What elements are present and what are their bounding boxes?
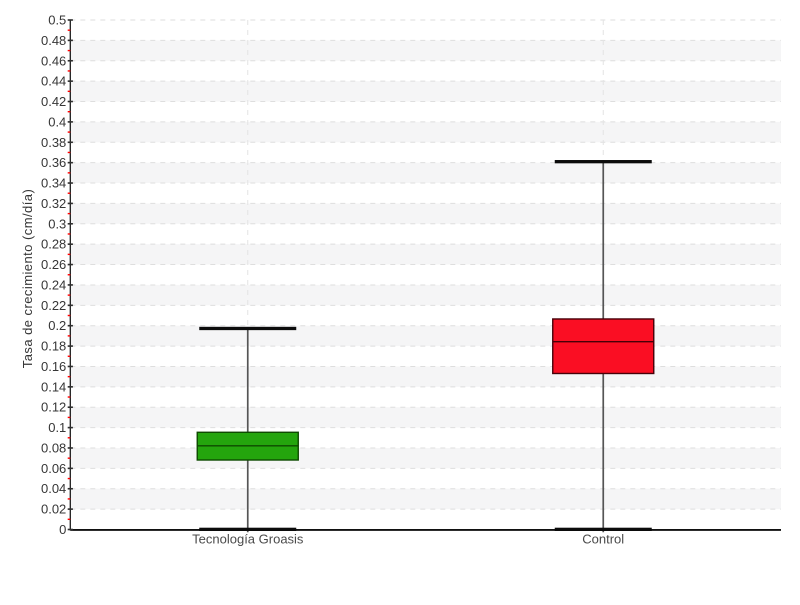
svg-text:0.26: 0.26 — [41, 257, 66, 272]
svg-text:0.24: 0.24 — [41, 277, 66, 292]
svg-text:0.36: 0.36 — [41, 155, 66, 170]
svg-text:0.1: 0.1 — [48, 420, 66, 435]
svg-text:0.34: 0.34 — [41, 176, 66, 191]
svg-text:0.18: 0.18 — [41, 339, 66, 354]
svg-text:Control: Control — [582, 532, 624, 547]
svg-text:0.14: 0.14 — [41, 379, 66, 394]
svg-text:0.3: 0.3 — [48, 216, 66, 231]
svg-text:0.06: 0.06 — [41, 461, 66, 476]
svg-text:0.08: 0.08 — [41, 440, 66, 455]
svg-text:0.5: 0.5 — [48, 13, 66, 28]
svg-text:0.04: 0.04 — [41, 481, 66, 496]
svg-text:0.38: 0.38 — [41, 135, 66, 150]
svg-text:0.44: 0.44 — [41, 74, 66, 89]
svg-text:Tecnología Groasis: Tecnología Groasis — [192, 532, 304, 547]
svg-text:0.16: 0.16 — [41, 359, 66, 374]
svg-text:Tasa de crecimiento (cm/día): Tasa de crecimiento (cm/día) — [20, 189, 35, 369]
svg-text:0.28: 0.28 — [41, 237, 66, 252]
svg-text:0.4: 0.4 — [48, 114, 66, 129]
svg-text:0.42: 0.42 — [41, 94, 66, 109]
svg-text:0: 0 — [59, 522, 66, 537]
svg-text:0.32: 0.32 — [41, 196, 66, 211]
svg-text:0.02: 0.02 — [41, 502, 66, 517]
svg-text:0.48: 0.48 — [41, 33, 66, 48]
svg-text:0.2: 0.2 — [48, 318, 66, 333]
svg-text:0.22: 0.22 — [41, 298, 66, 313]
svg-text:0.46: 0.46 — [41, 53, 66, 68]
svg-text:0.12: 0.12 — [41, 400, 66, 415]
